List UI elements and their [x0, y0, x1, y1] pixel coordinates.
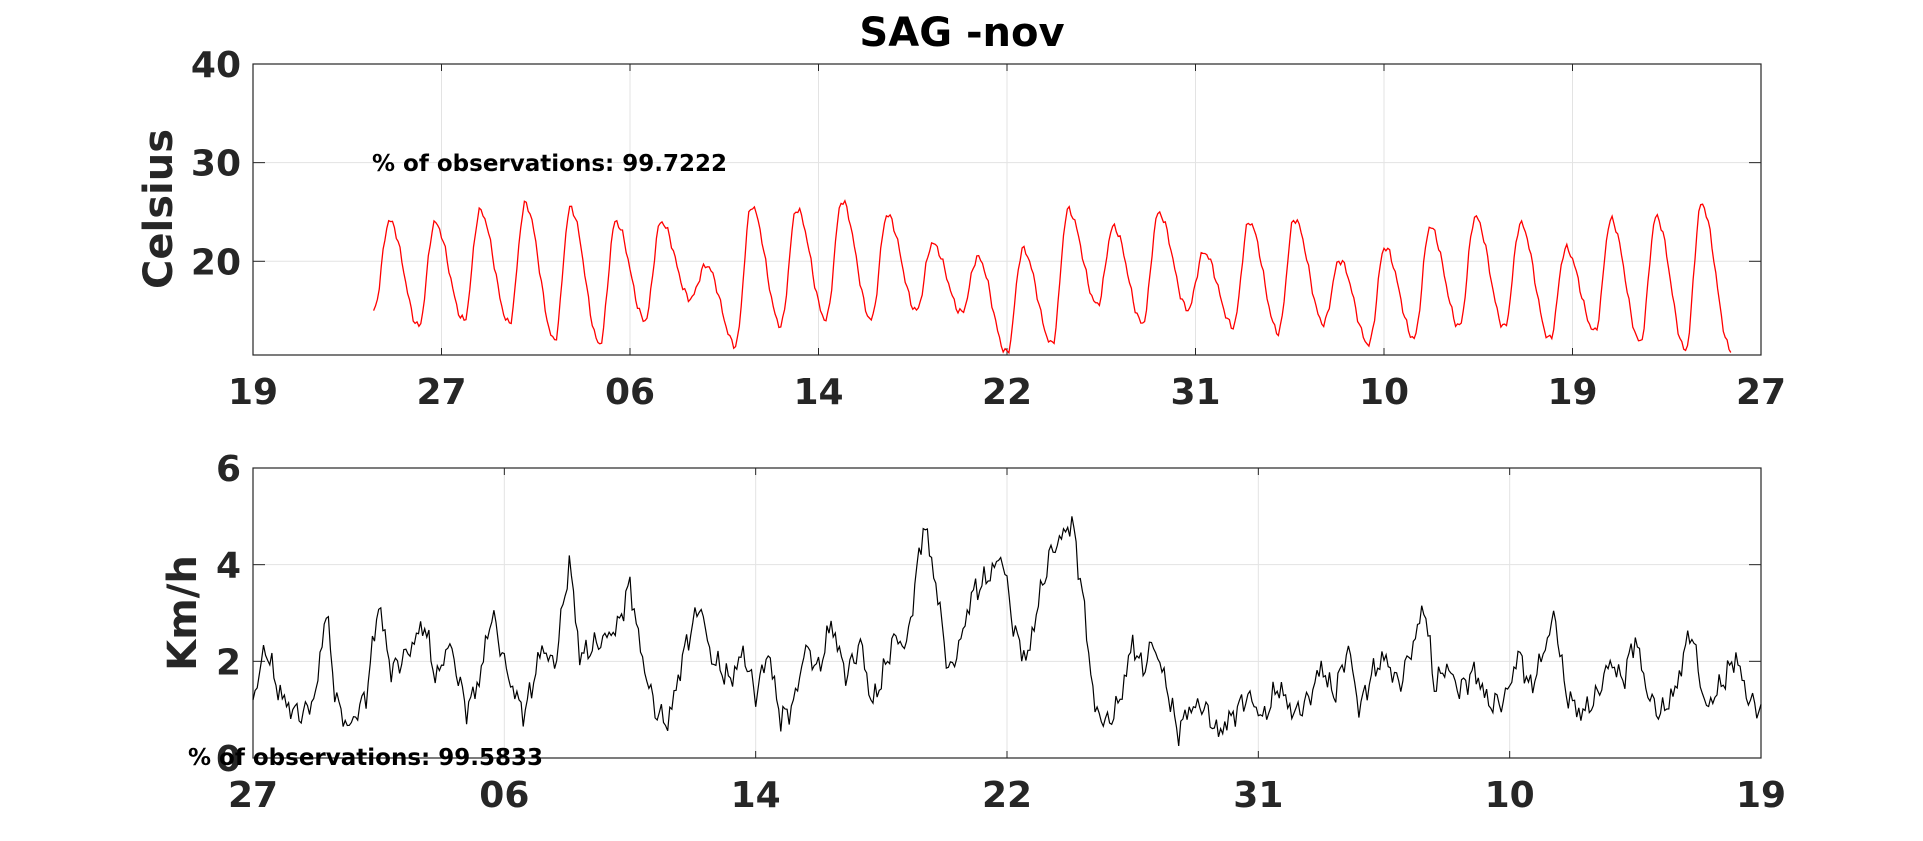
- temperature-x-tick-label: 19: [228, 372, 278, 413]
- wind-y-tick-label: 2: [216, 642, 241, 683]
- temperature-x-tick-label: 10: [1359, 372, 1409, 413]
- wind-y-tick-label: 6: [216, 449, 241, 490]
- wind-observation-annotation: % of observations: 99.5833: [188, 745, 543, 771]
- temperature-x-tick-label: 19: [1547, 372, 1597, 413]
- wind-y-tick-label: 4: [216, 546, 241, 587]
- temperature-x-tick-label: 31: [1170, 372, 1220, 413]
- wind-x-tick-label: 14: [731, 775, 781, 816]
- wind-x-tick-label: 10: [1485, 775, 1535, 816]
- temperature-y-tick-label: 30: [191, 144, 241, 185]
- temperature-y-tick-label: 40: [191, 45, 241, 86]
- temperature-x-tick-label: 27: [1736, 372, 1786, 413]
- temperature-x-tick-label: 22: [982, 372, 1032, 413]
- chart-title: SAG -nov: [859, 10, 1064, 56]
- wind-x-tick-label: 22: [982, 775, 1032, 816]
- temperature-x-tick-label: 14: [793, 372, 843, 413]
- wind-series-line: [252, 516, 1762, 746]
- temperature-x-tick-label: 06: [605, 372, 655, 413]
- temperature-y-tick-label: 20: [191, 242, 241, 283]
- temperature-plot-frame: [252, 63, 1762, 356]
- wind-x-tick-label: 31: [1233, 775, 1283, 816]
- y-axis-label-temperature: Celsius: [136, 129, 182, 289]
- wind-y-tick-label: 0: [216, 739, 241, 780]
- temperature-observation-annotation: % of observations: 99.7222: [372, 151, 727, 177]
- wind-x-tick-label: 27: [228, 775, 278, 816]
- wind-x-tick-label: 06: [479, 775, 529, 816]
- wind-plot-frame: [252, 467, 1762, 759]
- temperature-series-line: [372, 199, 1732, 355]
- y-axis-label-wind: Km/h: [160, 555, 206, 671]
- wind-x-tick-label: 19: [1736, 775, 1786, 816]
- wind-panel: Km/h 27 06 14 22 31 10 19 0 2 4 6 % of observation…: [160, 449, 1786, 816]
- temperature-panel: SAG -nov Celsius 19 27 06 14 22 31 10 19 27 20 30 4…: [136, 10, 1786, 413]
- temperature-x-tick-label: 27: [416, 372, 466, 413]
